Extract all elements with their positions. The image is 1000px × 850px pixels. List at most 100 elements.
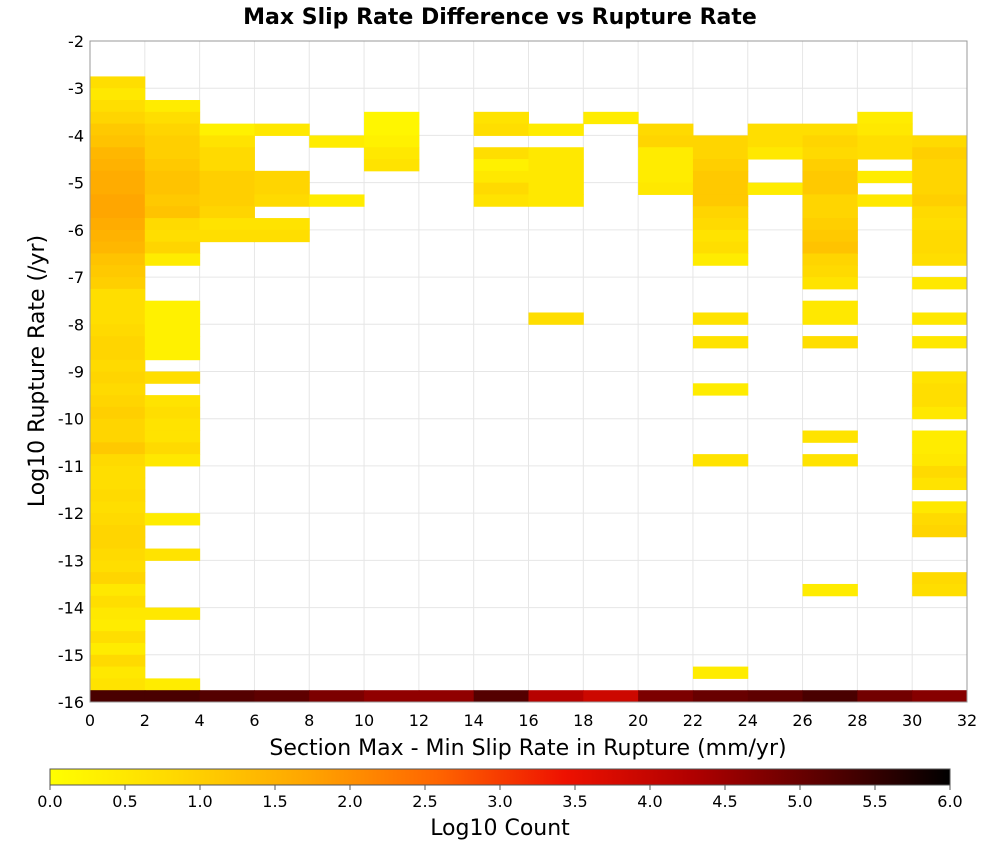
heatmap-cell [364,111,420,125]
heatmap-cell-bottom [364,690,420,702]
heatmap-cell [473,123,529,136]
heatmap-cell [90,218,146,231]
heatmap-cell [90,100,146,113]
heatmap-cell [912,371,968,384]
heatmap-cell [254,170,310,184]
y-tick-label: -12 [58,504,84,523]
colorbar-tick-label: 3.5 [562,792,587,811]
heatmap-cell [912,206,968,219]
heatmap-cell [144,513,201,526]
heatmap-cell [912,395,968,408]
heatmap-cell [747,182,804,195]
heatmap-cell [90,182,146,195]
heatmap-cell [912,513,968,526]
y-tick-label: -9 [68,363,84,382]
heatmap-cell [90,206,146,219]
heatmap-cell [90,76,146,89]
heatmap-cell [90,123,146,136]
heatmap-cell [912,194,968,207]
heatmap-cell-bottom [583,690,639,702]
heatmap-cell [254,229,310,243]
heatmap-cell [692,206,749,219]
heatmap-cell [692,312,749,325]
colorbar [49,768,951,786]
heatmap-cell [90,465,146,479]
heatmap-cell [802,277,858,290]
heatmap-cell [144,241,201,254]
heatmap-cell [90,678,146,691]
heatmap-cell [90,170,146,184]
plot-frame [89,40,968,703]
heatmap-cell [638,182,694,195]
heatmap-cell [802,123,858,136]
heatmap-cell [199,147,255,160]
heatmap-cell [90,442,146,455]
x-tick-label: 12 [409,711,429,730]
heatmap-cell [90,312,146,325]
heatmap-cell [473,111,529,125]
heatmap-cell [857,147,913,160]
heatmap-cell [144,548,201,561]
heatmap-cell [692,218,749,231]
heatmap-cell [802,159,858,172]
heatmap-cell [144,100,201,113]
heatmap-cell [90,513,146,526]
heatmap-cell [528,170,584,184]
heatmap-cell [912,218,968,231]
heatmap-cell [90,560,146,573]
heatmap-cell-bottom [802,690,858,702]
heatmap-cell [309,194,365,207]
colorbar-tick-label: 3.0 [487,792,512,811]
x-axis-label: Section Max - Min Slip Rate in Rupture (… [269,736,786,761]
x-tick-label: 16 [518,711,538,730]
heatmap-cell [802,312,858,325]
heatmap-cell [144,406,201,420]
heatmap-cell [473,170,529,184]
heatmap-cell [473,182,529,195]
heatmap-cell [144,170,201,184]
heatmap-cell [90,371,146,384]
y-tick-label: -5 [68,174,84,193]
heatmap-cell [144,371,201,384]
heatmap-cell [90,572,146,585]
heatmap-cell [90,147,146,160]
heatmap-cell [857,123,913,136]
heatmap-cell [90,359,146,372]
heatmap-cell [912,170,968,184]
heatmap-cell [90,583,146,597]
heatmap-cell [144,229,201,243]
y-tick-label: -11 [58,457,84,476]
heatmap-cell [692,666,749,679]
heatmap-cell [528,182,584,195]
heatmap-cell [144,253,201,266]
heatmap-cell [144,218,201,231]
heatmap-cell [90,548,146,561]
heatmap-cell [90,229,146,243]
heatmap-cell [473,147,529,160]
heatmap-cell [254,218,310,231]
heatmap-cell [802,182,858,195]
y-tick-label: -8 [68,315,84,334]
y-tick-labels: -2 -3 -4 -5 -6 -7 -8 -9 -10 -11 -12 -13 -14 -15 -16 [58,32,84,712]
colorbar-tick-label: 1.0 [187,792,212,811]
heatmap-cell-bottom [144,690,201,702]
heatmap-cell [90,383,146,396]
heatmap-cell [90,347,146,361]
heatmap-cell [199,170,255,184]
heatmap-cell [692,253,749,266]
heatmap-cell [802,147,858,160]
heatmap-cell [144,324,201,337]
heatmap-cell [747,147,804,160]
heatmap-cell [90,300,146,313]
heatmap-cell [90,454,146,467]
heatmap-cell [802,194,858,207]
y-tick-label: -10 [58,410,84,429]
x-tick-label: 22 [683,711,703,730]
heatmap-cell [857,135,913,148]
y-axis-label: Log10 Rupture Rate (/yr) [25,235,50,507]
heatmap-cell [912,465,968,479]
heatmap-cell [912,454,968,467]
heatmap-cell [692,182,749,195]
heatmap-cell [199,229,255,243]
heatmap-cell [364,123,420,136]
